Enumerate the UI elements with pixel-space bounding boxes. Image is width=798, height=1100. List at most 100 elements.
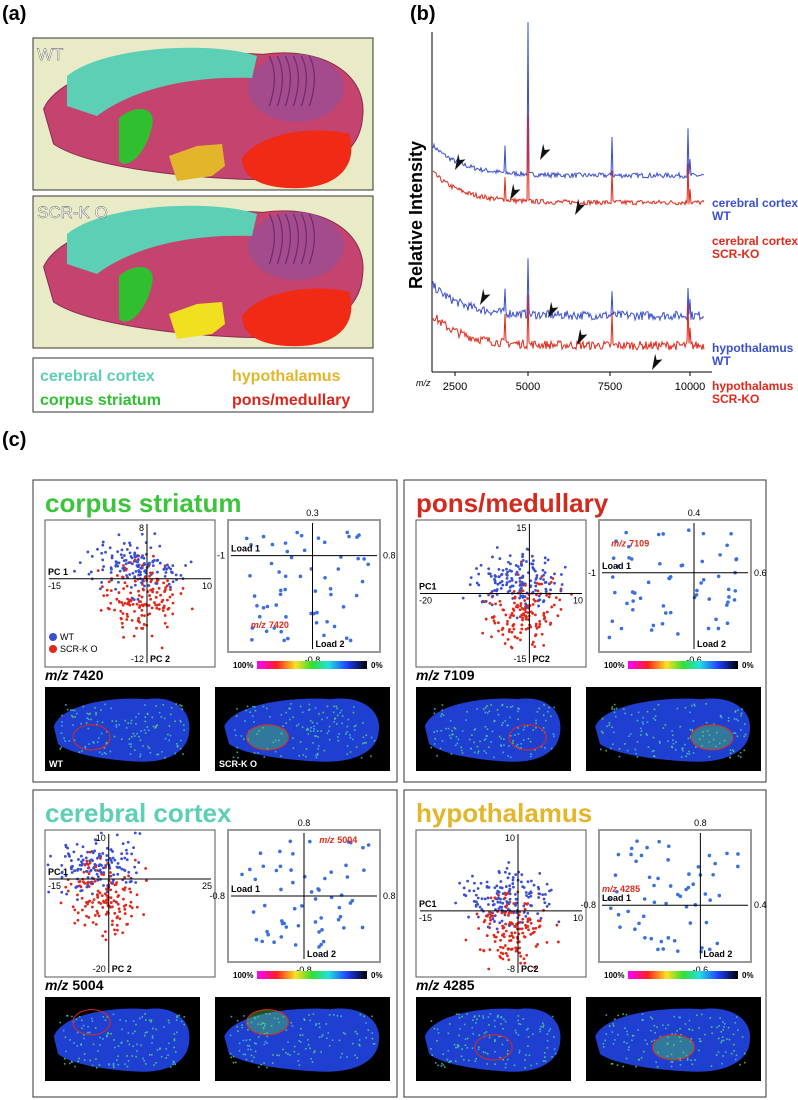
ion-speckle [90,1017,93,1020]
ion-speckle [722,1021,724,1023]
score-point [537,604,540,608]
score-point [518,615,522,619]
loading-point [630,590,635,594]
score-point [532,930,536,934]
legend-dot [49,633,57,641]
ion-speckle [347,718,350,721]
ion-speckle [485,735,488,737]
ion-speckle [128,743,131,745]
ion-speckle [140,1044,142,1047]
ion-speckle [289,1054,291,1056]
score-point [505,567,508,571]
score-point [526,880,530,884]
score-point [151,587,155,591]
ion-speckle [328,738,331,741]
score-point [137,594,141,597]
ion-unit: m/z [45,977,68,993]
loading-point [291,852,295,856]
score-point [142,913,146,916]
ion-speckle [720,716,723,719]
loading-point [283,574,288,579]
ion-speckle [731,749,734,752]
loading-point [726,600,730,604]
score-point [505,583,508,587]
axis-label: PC2 [521,964,539,974]
score-point [514,925,518,929]
score-point [461,596,465,600]
ion-image-brain [53,1008,190,1072]
loading-point [341,605,346,609]
score-point [495,927,499,931]
ion-speckle [258,730,261,732]
ion-speckle [626,1030,628,1033]
tick-label: -0.8 [580,900,596,910]
score-point [545,904,549,908]
score-point [118,917,122,921]
ion-speckle [740,712,743,715]
ion-speckle [488,1024,490,1026]
score-point [103,892,107,896]
ion-speckle [700,1013,703,1016]
ion-speckle [499,1056,501,1059]
score-point [521,552,525,556]
score-point [109,896,113,900]
score-point [59,901,63,905]
score-point [521,885,525,889]
ion-speckle [103,747,106,749]
score-point [501,892,505,896]
ion-speckle [507,1049,509,1052]
ion-speckle [232,1055,235,1058]
ion-speckle [500,737,503,740]
ion-speckle [737,709,739,712]
ion-speckle [147,729,150,732]
score-point [140,595,144,599]
ion-speckle [360,756,363,759]
ion-speckle [301,726,304,728]
ion-speckle [507,755,509,757]
score-point [505,622,509,626]
ion-speckle [681,748,683,750]
trace-group: WT [712,209,731,223]
score-point [101,934,105,938]
tick-label: 0.4 [754,900,767,910]
ion-speckle [486,712,489,714]
ion-speckle [111,720,114,722]
score-point [102,901,106,904]
score-point [94,865,98,869]
ion-speckle [310,726,313,729]
loading-point [261,606,266,610]
ion-speckle [119,1019,121,1021]
ion-speckle [63,1063,66,1065]
score-point [473,881,476,885]
ion-speckle [164,756,166,759]
loading-point [250,637,254,642]
score-point [132,598,136,602]
score-point [148,594,151,597]
loading-point [323,575,327,580]
ion-speckle [148,1054,151,1056]
score-point [484,914,488,918]
loading-point [708,898,712,902]
ion-value: 5004 [72,977,103,993]
score-point [118,910,122,914]
ion-speckle [303,1018,305,1020]
ion-speckle [430,746,433,749]
ion-speckle [250,1054,253,1057]
ion-speckle [101,753,104,756]
ion-speckle [182,753,184,755]
ion-speckle [641,721,644,723]
axis-label: PC 1 [48,567,68,577]
ion-speckle [647,746,650,748]
ion-speckle [108,1063,110,1065]
ion-speckle [72,724,74,726]
ion-speckle [679,725,682,728]
ion-speckle [488,746,490,749]
score-point [554,596,558,600]
score-point [116,902,120,906]
loading-point [645,845,649,850]
ion-speckle [544,1060,547,1063]
ion-speckle [144,1032,147,1034]
loading-point [357,533,361,537]
colorbar-max: 100% [233,971,253,980]
colorbar [628,661,738,669]
